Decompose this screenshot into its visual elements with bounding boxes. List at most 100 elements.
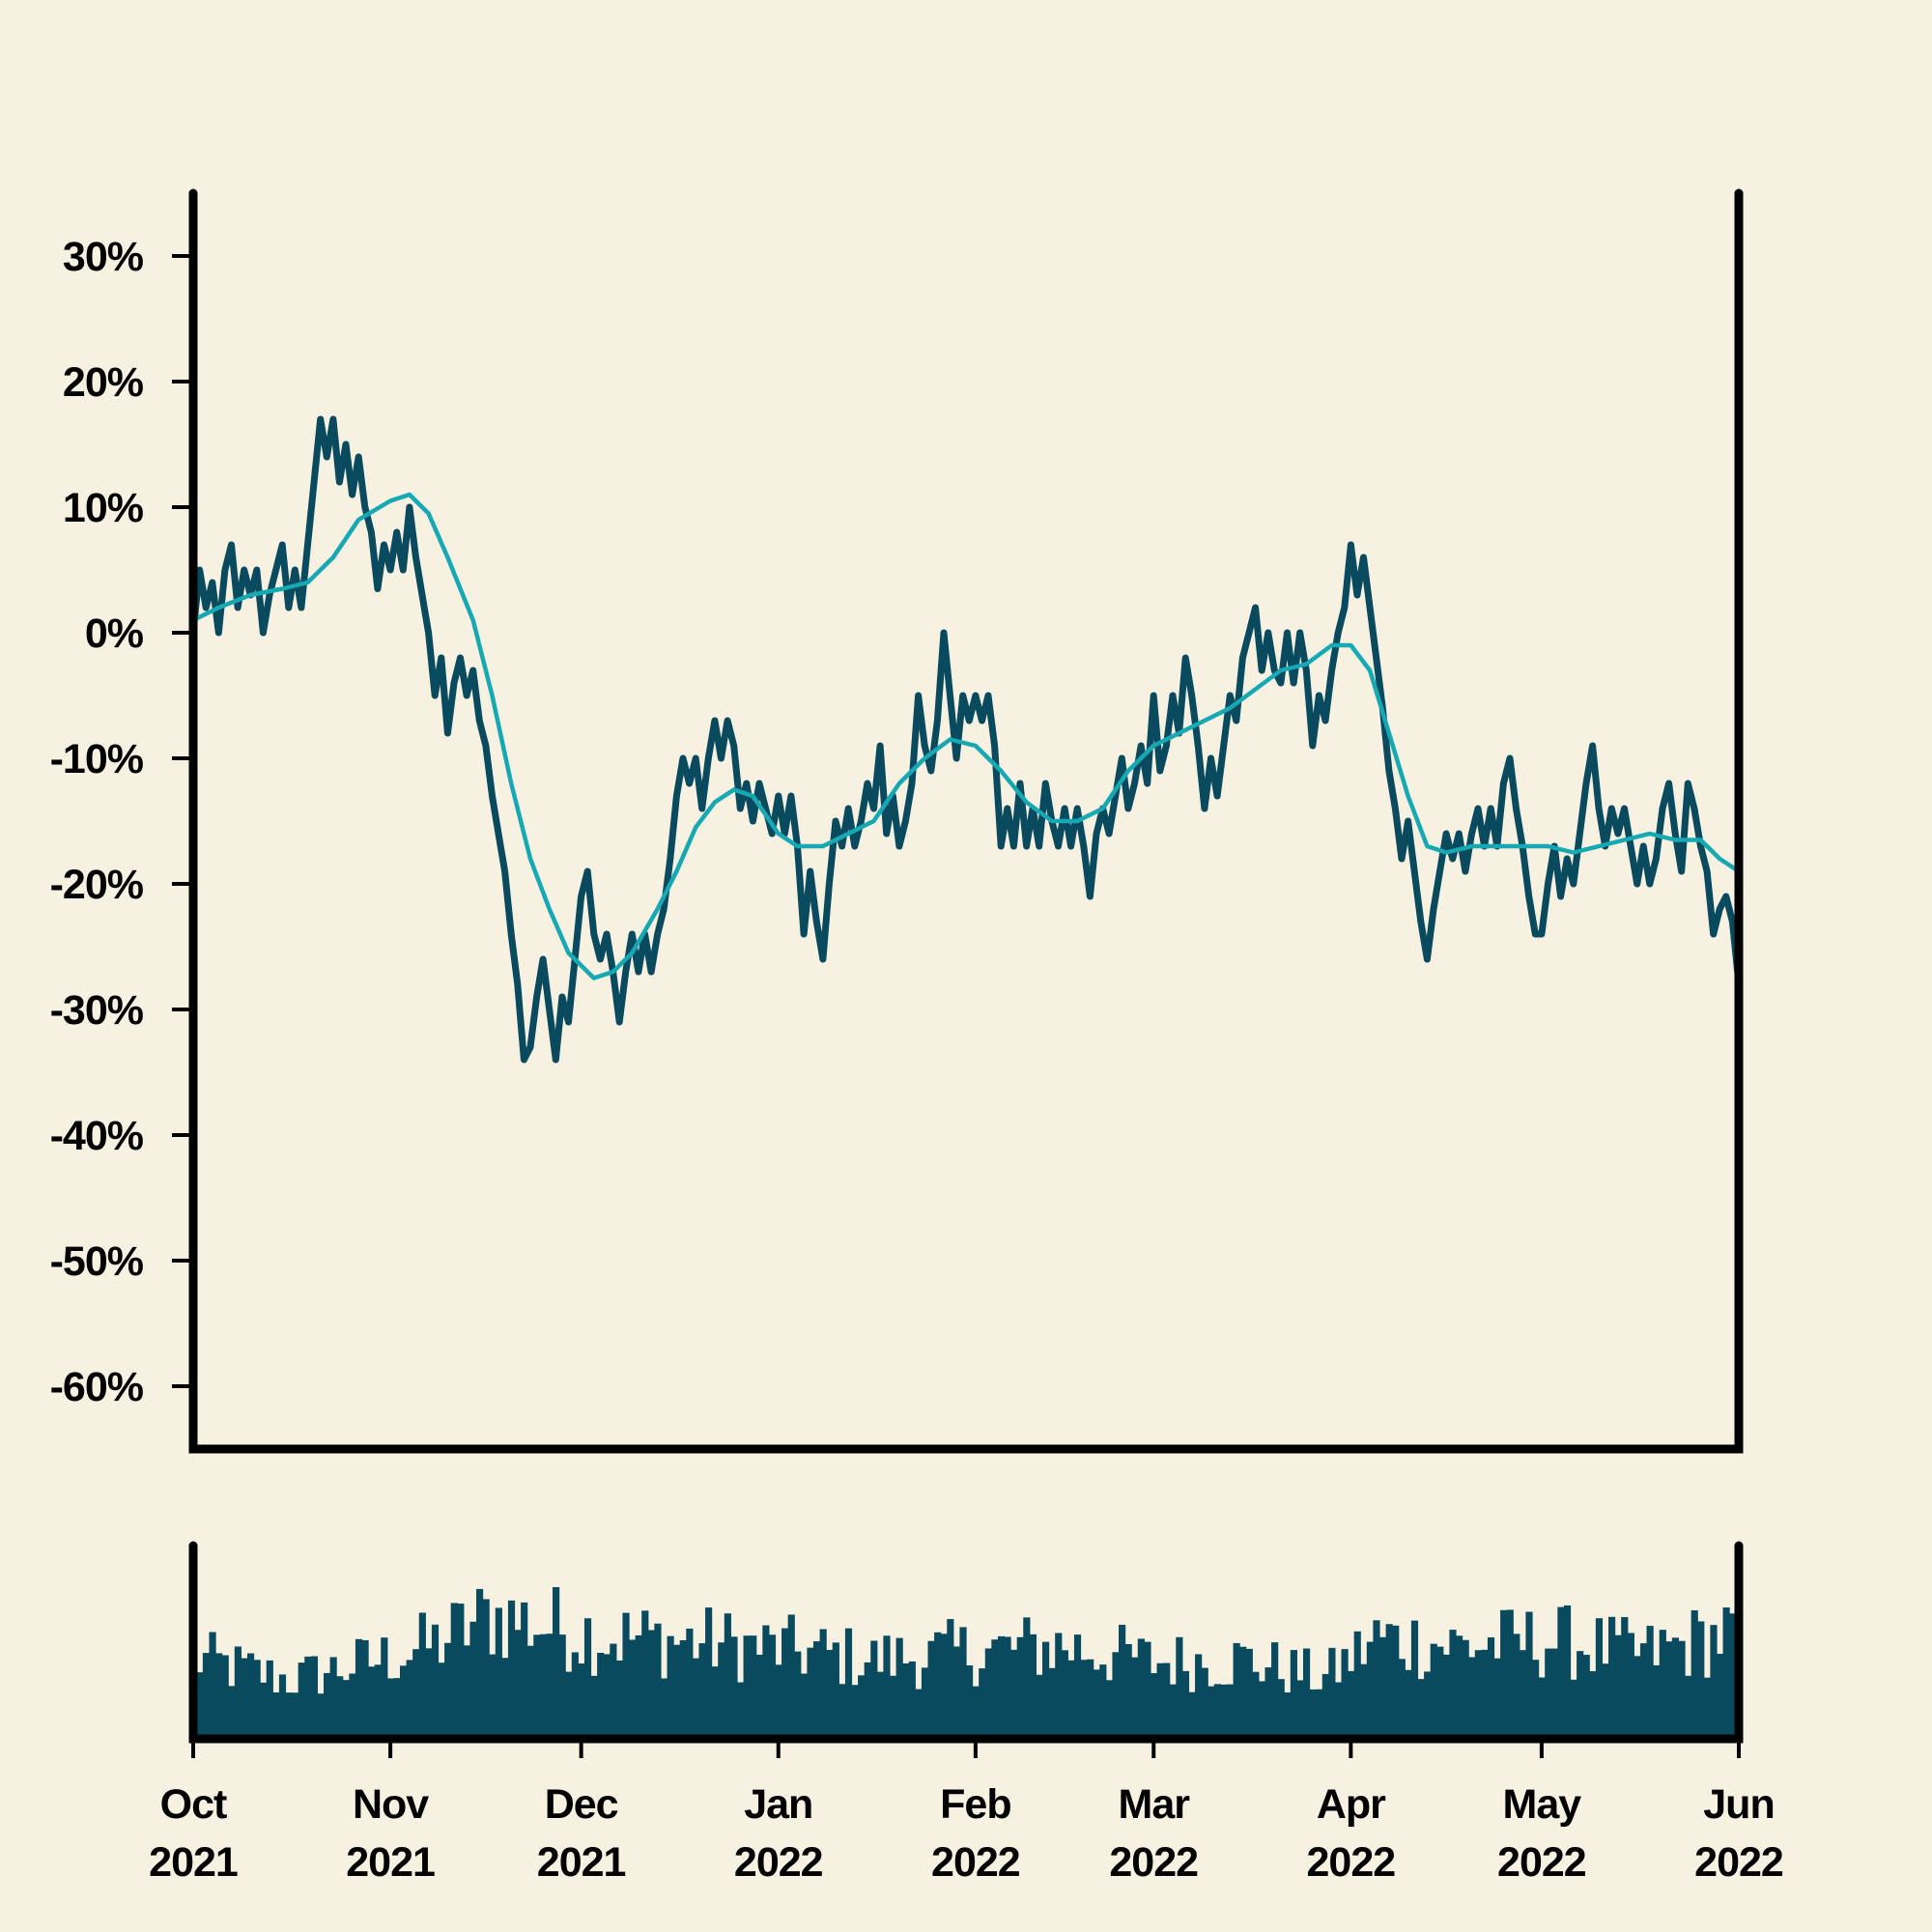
volume-bar — [1131, 1657, 1139, 1739]
volume-bar — [386, 1678, 394, 1739]
volume-bar — [705, 1607, 713, 1739]
price-axes — [188, 188, 1744, 1454]
volume-bar — [902, 1662, 910, 1739]
volume-bar — [1582, 1655, 1590, 1739]
y-tick-label: 0% — [85, 611, 144, 657]
volume-bar — [1430, 1643, 1437, 1739]
volume-bar — [1398, 1659, 1406, 1739]
volume-bar — [418, 1612, 426, 1739]
volume-bar — [476, 1588, 484, 1739]
volume-bar — [1697, 1621, 1705, 1739]
volume-bar — [781, 1628, 789, 1739]
volume-bar — [1150, 1673, 1158, 1739]
volume-bars — [189, 1586, 1743, 1739]
volume-bar — [870, 1640, 878, 1739]
volume-bar — [1487, 1637, 1495, 1739]
volume-bar — [1449, 1630, 1457, 1739]
volume-bar — [1233, 1642, 1240, 1739]
volume-bar — [1208, 1686, 1215, 1739]
volume-bar — [1321, 1673, 1329, 1739]
volume-bar — [381, 1637, 388, 1739]
volume-bar — [667, 1635, 674, 1739]
x-tick-year: 2021 — [149, 1839, 238, 1886]
volume-bar — [883, 1635, 891, 1739]
volume-bar — [775, 1664, 782, 1739]
volume-bar — [615, 1660, 624, 1739]
y-tick-label: -10% — [50, 736, 144, 782]
volume-bar — [991, 1639, 999, 1739]
volume-bar — [234, 1646, 242, 1739]
volume-bar — [1436, 1646, 1444, 1739]
volume-bar — [1627, 1633, 1634, 1739]
volume-bar — [1538, 1677, 1546, 1739]
volume-bar — [323, 1672, 331, 1739]
volume-bar — [947, 1619, 954, 1739]
x-tick-month: Dec — [545, 1781, 618, 1828]
volume-panel-frame — [188, 1541, 1744, 1744]
volume-bar — [1105, 1680, 1114, 1739]
volume-bar — [895, 1637, 903, 1739]
volume-bar — [1500, 1609, 1508, 1739]
volume-bar — [1703, 1677, 1711, 1739]
volume-bar — [1067, 1660, 1075, 1739]
x-tick-month: Oct — [160, 1781, 227, 1828]
volume-bar — [272, 1691, 280, 1739]
volume-bar — [1353, 1631, 1361, 1739]
volume-bar — [1201, 1667, 1208, 1739]
volume-bar — [755, 1654, 763, 1739]
volume-bar — [514, 1630, 522, 1739]
y-tick-label: 10% — [63, 485, 144, 531]
volume-bar — [310, 1656, 318, 1739]
volume-bar — [629, 1639, 637, 1739]
volume-bar — [1226, 1684, 1235, 1739]
price-panel-frame — [188, 188, 1744, 1454]
volume-bar — [1456, 1635, 1463, 1739]
volume-bar — [1653, 1664, 1661, 1739]
volume-bar — [469, 1621, 477, 1739]
volume-bar — [438, 1662, 445, 1739]
volume-bar — [679, 1640, 687, 1739]
volume-bar — [603, 1654, 611, 1739]
x-tick-year: 2022 — [1694, 1839, 1783, 1886]
volume-bar — [1513, 1634, 1520, 1739]
volume-bar — [1156, 1662, 1164, 1739]
volume-bar — [1373, 1620, 1380, 1739]
volume-bar — [1341, 1649, 1349, 1739]
volume-bar — [1506, 1609, 1514, 1739]
volume-bar — [1296, 1680, 1304, 1739]
volume-bar — [1093, 1669, 1100, 1739]
volume-bar — [1417, 1679, 1425, 1739]
y-tick-label: -30% — [50, 987, 144, 1034]
volume-bar — [444, 1642, 452, 1739]
x-tick-year: 2022 — [1497, 1839, 1586, 1886]
volume-bar — [826, 1649, 834, 1739]
volume-bar — [1690, 1610, 1698, 1739]
volume-bar — [1099, 1664, 1107, 1739]
volume-bar — [1602, 1663, 1609, 1739]
volume-bar — [425, 1648, 433, 1739]
volume-bar — [1087, 1659, 1094, 1739]
x-tick-year: 2021 — [346, 1839, 435, 1886]
volume-bar — [1112, 1652, 1120, 1739]
volume-bar — [952, 1646, 961, 1739]
volume-bar — [654, 1623, 662, 1739]
volume-bar — [1124, 1643, 1132, 1739]
volume-bar — [1405, 1669, 1412, 1739]
volume-bar — [787, 1614, 795, 1739]
volume-bar — [838, 1684, 846, 1739]
volume-bar — [1385, 1624, 1393, 1739]
volume-bar — [539, 1634, 548, 1739]
volume-bar — [800, 1673, 808, 1739]
volume-bar — [921, 1667, 929, 1739]
volume-bar — [1659, 1630, 1666, 1739]
volume-bar — [750, 1635, 757, 1739]
volume-bar — [915, 1689, 923, 1739]
volume-bar — [1271, 1642, 1279, 1739]
x-tick-month: Jan — [744, 1781, 812, 1828]
volume-bar — [546, 1634, 554, 1739]
volume-bar — [997, 1635, 1006, 1739]
x-tick-year: 2022 — [734, 1839, 823, 1886]
volume-bar — [832, 1642, 839, 1739]
volume-bar — [1119, 1624, 1126, 1739]
volume-bar — [507, 1600, 516, 1739]
